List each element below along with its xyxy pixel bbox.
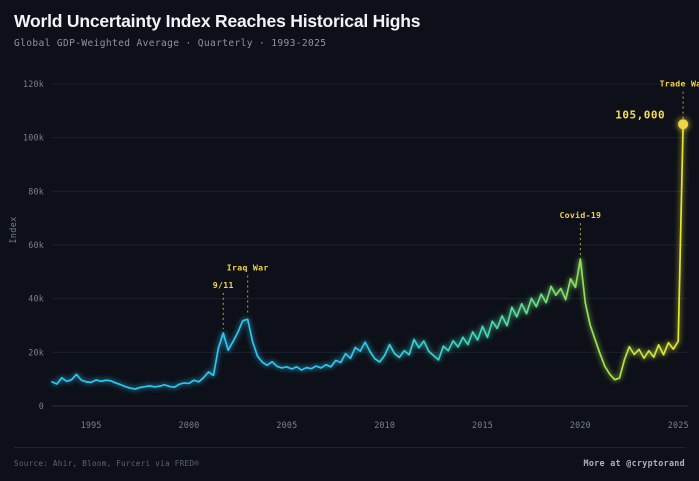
highlight-value-label: 105,000 <box>615 108 665 121</box>
annotation-label: Covid-19 <box>559 210 601 220</box>
y-tick-label: 20k <box>28 347 44 357</box>
annotation-label: Trade War <box>660 79 699 89</box>
highlight-marker <box>678 119 689 130</box>
x-tick-label: 2010 <box>374 420 395 430</box>
x-tick-label: 2000 <box>179 420 200 430</box>
x-tick-label: 2015 <box>472 420 493 430</box>
credit-note: More at @cryptorand <box>583 458 685 468</box>
highlight-value-text: 105,000 <box>615 108 665 121</box>
y-axis-title: Index <box>8 216 18 243</box>
y-axis-ticks: 0 20k 40k 60k 80k 100k 120k <box>23 79 44 411</box>
chart-footer: Source: Ahir, Bloom, Furceri via FRED® M… <box>0 447 699 481</box>
annotation-label: Iraq War <box>227 262 269 272</box>
y-tick-label: 60k <box>28 240 44 250</box>
gridlines <box>52 83 688 407</box>
plot-area: 0 20k 40k 60k 80k 100k 120k 1995 2000 2005 2010 20… <box>0 62 699 447</box>
y-tick-label: 80k <box>28 186 44 196</box>
y-tick-label: 0 <box>39 401 44 411</box>
x-tick-label: 1995 <box>81 420 102 430</box>
source-note: Source: Ahir, Bloom, Furceri via FRED® <box>14 459 200 468</box>
x-axis-ticks: 1995 2000 2005 2010 2015 2020 2025 <box>81 420 689 430</box>
annotation-label: 9/11 <box>213 280 234 290</box>
series-line <box>51 123 684 390</box>
footer-divider <box>14 447 685 448</box>
chart-subtitle: Global GDP-Weighted Average · Quarterly … <box>14 38 327 49</box>
page-title: World Uncertainty Index Reaches Historic… <box>14 11 421 31</box>
x-tick-label: 2025 <box>668 420 689 430</box>
y-tick-label: 120k <box>23 79 44 89</box>
y-tick-label: 40k <box>28 294 44 304</box>
y-tick-label: 100k <box>23 133 44 143</box>
x-tick-label: 2020 <box>570 420 591 430</box>
chart-header: World Uncertainty Index Reaches Historic… <box>14 10 684 50</box>
annotations: 9/11 Iraq War Covid-19 Trade War <box>213 79 699 330</box>
line-chart-svg: 0 20k 40k 60k 80k 100k 120k 1995 2000 2005 2010 20… <box>8 79 699 430</box>
x-tick-label: 2005 <box>276 420 297 430</box>
